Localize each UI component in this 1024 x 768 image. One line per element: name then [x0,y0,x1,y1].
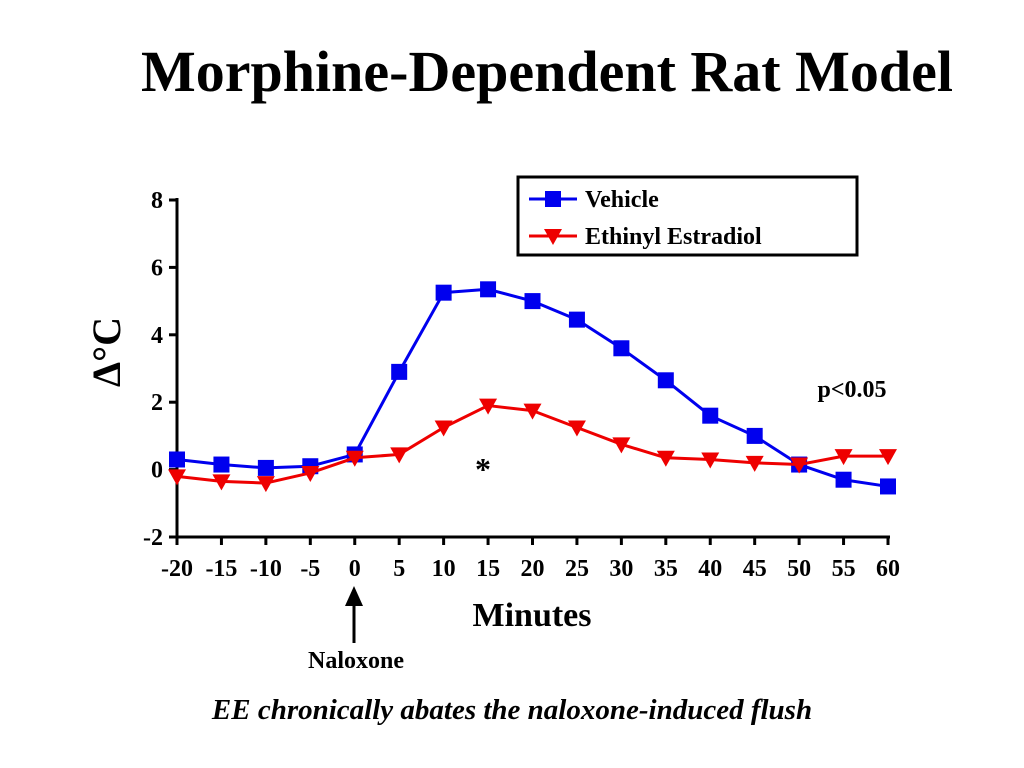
slide-caption: EE chronically abates the naloxone-induc… [211,694,813,726]
vehicle-data-point [257,459,274,476]
x-axis-title: Minutes [473,597,592,634]
x-tick-label: 10 [432,556,456,582]
ethinyl-estradiol-data-point [168,469,186,486]
x-tick-label: -15 [205,556,237,582]
ethinyl-estradiol-data-point [612,437,631,454]
vehicle-data-point [657,372,674,389]
y-tick-label: 8 [151,188,163,214]
ethinyl-estradiol-data-point [390,447,409,464]
x-tick-label: 25 [565,556,589,582]
chart-series [168,281,897,495]
legend-ethinyl-estradiol-marker [544,229,562,245]
vehicle-data-point [835,471,852,488]
ethinyl-estradiol-data-point [879,449,897,466]
ethinyl-estradiol-data-point [701,452,720,469]
significance-star: * [475,451,491,487]
vehicle-data-point [880,478,896,495]
ethinyl-estradiol-data-point [345,450,364,467]
ethinyl-estradiol-data-point [656,450,675,467]
ethinyl-estradiol-data-point [256,476,275,493]
ethinyl-estradiol-data-point [479,398,498,415]
ethinyl-estradiol-data-point [790,457,809,474]
vehicle-data-point [480,281,497,298]
ethinyl-estradiol-data-point [434,420,453,437]
x-tick-label: 5 [393,556,405,582]
vehicle-data-point [391,363,408,380]
y-tick-label: 4 [151,323,163,349]
vehicle-data-point [524,293,541,310]
y-tick-label: -2 [143,525,163,551]
x-tick-label: -10 [250,556,282,582]
ethinyl-estradiol-data-point [834,449,853,466]
legend-box [516,175,859,257]
legend-ethinyl-estradiol-label: Ethinyl Estradiol [585,224,762,250]
y-tick-label: 0 [151,458,163,484]
x-tick-label: 30 [609,556,633,582]
naloxone-label: Naloxone [308,648,404,674]
vehicle-data-point [213,456,230,473]
legend-vehicle-marker [545,191,561,207]
naloxone-arrow [345,586,363,643]
x-tick-label: 60 [876,556,900,582]
x-tick-label: 0 [349,556,361,582]
x-tick-label: -5 [300,556,320,582]
vehicle-data-point [568,311,585,328]
x-tick-label: 20 [521,556,545,582]
x-tick-label: 55 [832,556,856,582]
ethinyl-estradiol-data-point [523,403,542,420]
vehicle-series-line [176,287,889,488]
y-tick-label: 2 [151,390,163,416]
significance-label: p<0.05 [817,377,886,403]
ethinyl-estradiol-data-point [567,420,586,437]
vehicle-data-point [169,451,185,468]
vehicle-data-point [435,284,452,301]
x-tick-label: 45 [743,556,767,582]
ethinyl-estradiol-data-point [745,455,764,472]
slide-title: Morphine-Dependent Rat Model [141,39,953,104]
x-tick-label: -20 [161,556,193,582]
x-tick-label: 50 [787,556,811,582]
x-tick-label: 15 [476,556,500,582]
vehicle-data-point [702,407,719,424]
vehicle-data-point [746,427,763,444]
y-tick-label: 6 [151,255,163,281]
ethinyl-estradiol-data-point [212,474,231,491]
legend-vehicle-label: Vehicle [585,187,659,213]
x-tick-label: 35 [654,556,678,582]
x-tick-label: 40 [698,556,722,582]
vehicle-data-point [613,340,630,357]
y-axis-title: Δ°C [84,317,129,387]
chart-legend: Vehicle Ethinyl Estradiol [516,175,859,257]
ethinyl-estradiol-data-point [301,465,320,482]
